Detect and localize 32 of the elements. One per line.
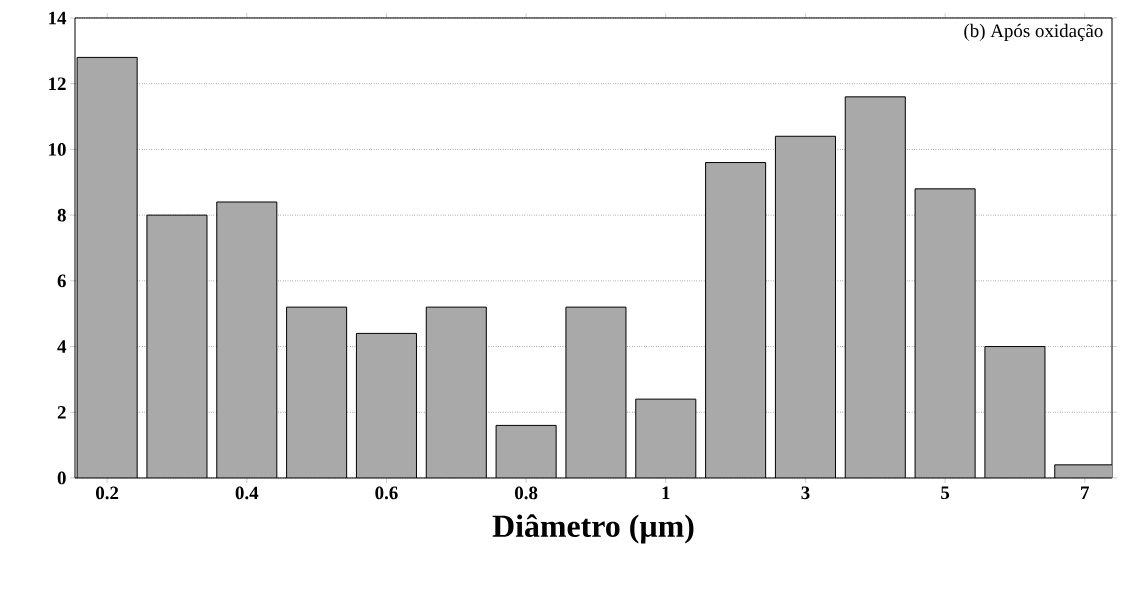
x-tick-label: 0.6 bbox=[375, 486, 398, 500]
y-tick-label: 6 bbox=[57, 274, 66, 288]
bar bbox=[146, 215, 207, 478]
bar bbox=[635, 399, 696, 478]
x-tick-label: 3 bbox=[801, 486, 810, 500]
bar bbox=[77, 57, 138, 478]
bar bbox=[565, 307, 626, 478]
bar bbox=[915, 188, 976, 478]
x-tick-label: 7 bbox=[1081, 486, 1090, 499]
x-tick-label: 0.8 bbox=[515, 486, 538, 500]
bar bbox=[984, 346, 1045, 478]
y-tick-label: 4 bbox=[57, 340, 67, 353]
y-tick-label: 0 bbox=[57, 471, 66, 485]
y-tick-label: 12 bbox=[49, 77, 66, 90]
bar bbox=[356, 333, 417, 478]
bar bbox=[845, 96, 906, 478]
x-tick-label: 1 bbox=[662, 486, 670, 499]
bar bbox=[426, 307, 487, 478]
x-tick-label: 0.2 bbox=[96, 486, 119, 500]
bar bbox=[496, 425, 557, 478]
bar bbox=[216, 201, 277, 478]
y-tick-label: 10 bbox=[49, 143, 66, 156]
bar bbox=[775, 136, 836, 478]
y-tick-label: 14 bbox=[49, 11, 67, 25]
bar bbox=[705, 162, 766, 478]
y-tick-label: 2 bbox=[57, 406, 66, 419]
x-tick-label: 0.4 bbox=[235, 486, 259, 500]
annotation: (b) Após oxidação bbox=[964, 23, 1103, 41]
bar bbox=[286, 307, 347, 478]
y-tick-label: 8 bbox=[57, 208, 66, 222]
x-axis-title: Diâmetro (µm) bbox=[492, 514, 694, 544]
x-tick-label: 5 bbox=[941, 486, 950, 500]
